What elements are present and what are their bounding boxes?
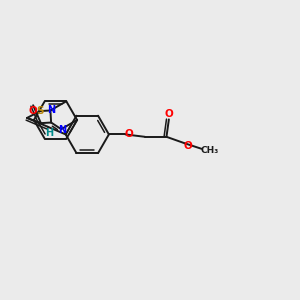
Text: S: S: [36, 106, 44, 116]
Text: N: N: [47, 106, 55, 116]
Text: H: H: [45, 128, 53, 138]
Text: CH₃: CH₃: [200, 146, 218, 155]
Text: O: O: [124, 129, 133, 140]
Text: O: O: [29, 106, 38, 116]
Text: O: O: [184, 141, 192, 152]
Text: N: N: [58, 125, 66, 135]
Text: O: O: [164, 109, 173, 119]
